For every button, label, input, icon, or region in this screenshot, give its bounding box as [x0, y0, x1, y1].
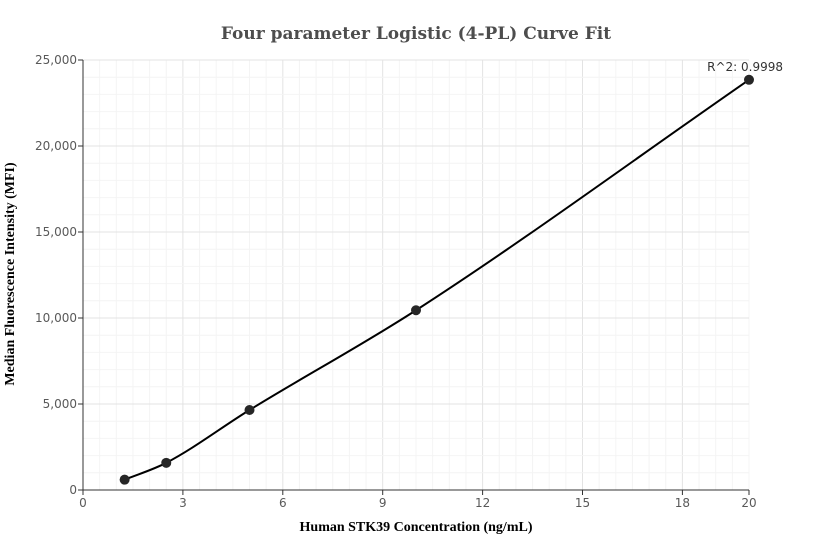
x-tick-label: 12	[475, 496, 490, 510]
data-point	[744, 74, 754, 85]
y-tick-label: 15,000	[35, 225, 77, 239]
x-tick-label: 0	[79, 496, 87, 510]
y-tick-label: 25,000	[35, 53, 77, 67]
x-tick-label: 6	[279, 496, 287, 510]
data-point	[161, 457, 172, 468]
y-tick-label: 0	[69, 483, 77, 497]
axes	[82, 60, 749, 491]
chart-title: Four parameter Logistic (4-PL) Curve Fit	[221, 24, 611, 44]
data-points	[119, 74, 754, 485]
y-tick-label: 5,000	[43, 397, 77, 411]
x-axis-label: Human STK39 Concentration (ng/mL)	[300, 520, 533, 535]
y-tick-label: 20,000	[35, 139, 77, 153]
x-tick-label: 20	[741, 496, 756, 510]
tick-labels: 0 3 6 9 12 15 18 20 0 5,000 10,000 15,000 20,000 25,0…	[35, 53, 757, 510]
y-tick-label: 10,000	[35, 311, 77, 325]
data-point	[244, 405, 255, 416]
y-axis-label: Median Fluorescence Intensity (MFI)	[3, 162, 18, 386]
r-squared-annotation: R^2: 0.9998	[707, 60, 783, 74]
x-tick-label: 15	[575, 496, 590, 510]
x-tick-label: 3	[179, 496, 187, 510]
fit-curve	[124, 78, 750, 481]
data-point	[411, 305, 421, 316]
data-point	[119, 474, 130, 485]
x-tick-label: 18	[675, 496, 690, 510]
grid	[82, 59, 750, 491]
x-tick-label: 9	[379, 496, 387, 510]
